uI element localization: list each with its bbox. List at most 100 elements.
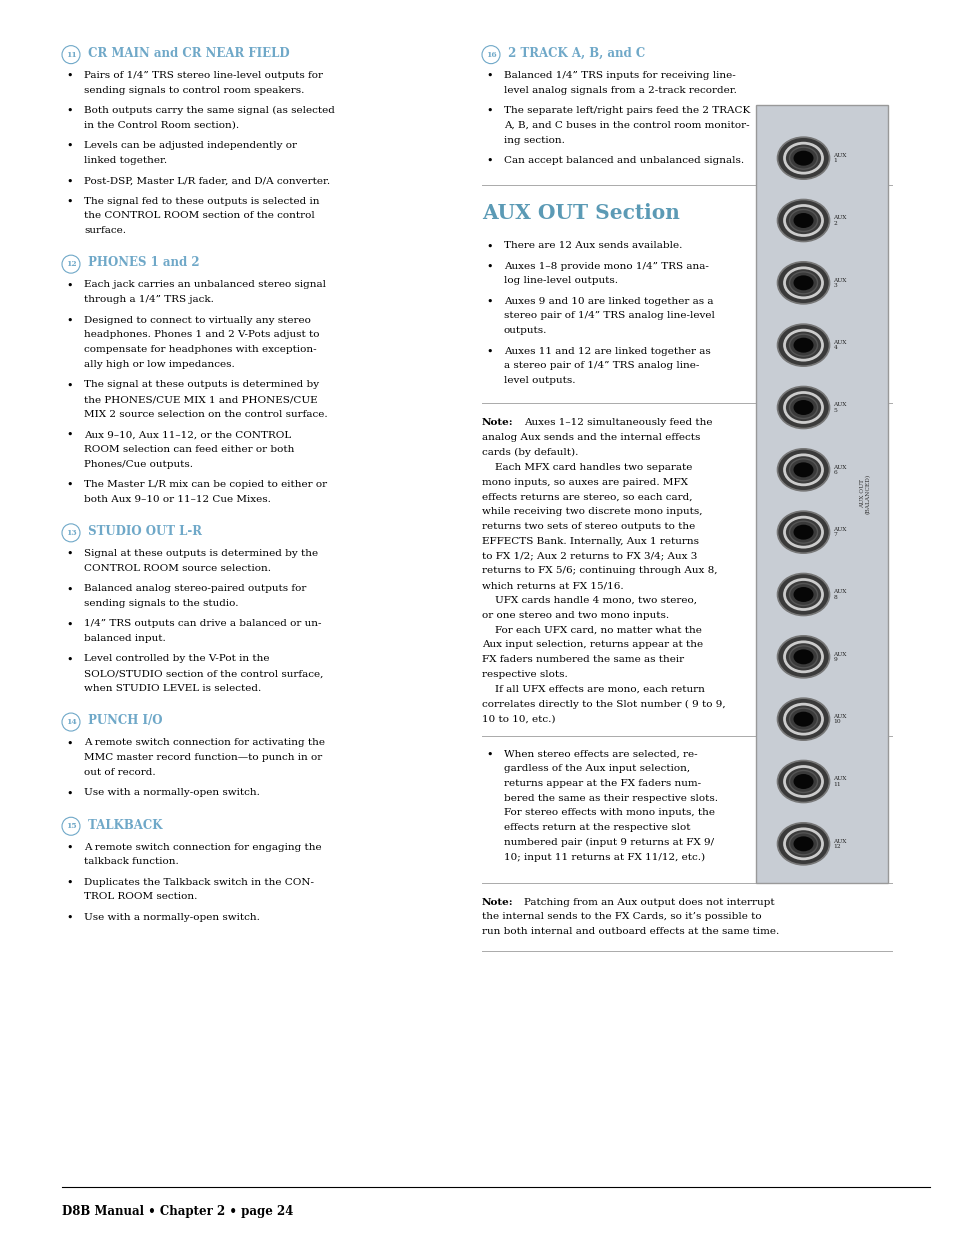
Text: •: • [66, 480, 72, 490]
Text: analog Aux sends and the internal effects: analog Aux sends and the internal effect… [481, 433, 700, 442]
Ellipse shape [777, 823, 829, 864]
Text: effects return at the respective slot: effects return at the respective slot [503, 824, 690, 832]
Text: Auxes 1–12 simultaneously feed the: Auxes 1–12 simultaneously feed the [523, 419, 712, 427]
Text: CR MAIN and CR NEAR FIELD: CR MAIN and CR NEAR FIELD [84, 47, 290, 61]
Text: when STUDIO LEVEL is selected.: when STUDIO LEVEL is selected. [84, 684, 261, 693]
Text: Levels can be adjusted independently or: Levels can be adjusted independently or [84, 141, 296, 151]
Text: The separate left/right pairs feed the 2 TRACK: The separate left/right pairs feed the 2… [503, 106, 749, 115]
Text: out of record.: out of record. [84, 768, 155, 777]
Text: or one stereo and two mono inputs.: or one stereo and two mono inputs. [481, 611, 668, 620]
Text: 10; input 11 returns at FX 11/12, etc.): 10; input 11 returns at FX 11/12, etc.) [503, 853, 704, 862]
Text: correlates directly to the Slot number ( 9 to 9,: correlates directly to the Slot number (… [481, 700, 725, 709]
Ellipse shape [777, 137, 829, 179]
Text: •: • [66, 177, 72, 186]
Text: returns to FX 5/6; continuing through Aux 8,: returns to FX 5/6; continuing through Au… [481, 567, 717, 576]
Ellipse shape [793, 650, 813, 664]
Text: Can accept balanced and unbalanced signals.: Can accept balanced and unbalanced signa… [503, 156, 743, 165]
Text: Level controlled by the V-Pot in the: Level controlled by the V-Pot in the [84, 655, 269, 663]
Text: For stereo effects with mono inputs, the: For stereo effects with mono inputs, the [503, 809, 714, 818]
Text: •: • [66, 141, 72, 151]
Text: AUX
9: AUX 9 [833, 652, 846, 662]
Ellipse shape [793, 774, 813, 789]
Text: For each UFX card, no matter what the: For each UFX card, no matter what the [481, 626, 701, 635]
Text: •: • [66, 842, 72, 852]
Text: •: • [66, 739, 72, 748]
Ellipse shape [777, 262, 829, 304]
Text: •: • [485, 70, 492, 82]
Ellipse shape [793, 337, 813, 353]
Text: Pairs of 1/4” TRS stereo line-level outputs for: Pairs of 1/4” TRS stereo line-level outp… [84, 70, 323, 80]
Text: •: • [66, 620, 72, 630]
Ellipse shape [777, 387, 829, 429]
Text: which returns at FX 15/16.: which returns at FX 15/16. [481, 582, 623, 590]
Ellipse shape [777, 200, 829, 242]
Text: effects returns are stereo, so each card,: effects returns are stereo, so each card… [481, 493, 692, 501]
Text: ally high or low impedances.: ally high or low impedances. [84, 359, 234, 369]
Ellipse shape [777, 698, 829, 740]
Text: AUX
4: AUX 4 [833, 340, 846, 351]
Text: ROOM selection can feed either or both: ROOM selection can feed either or both [84, 445, 294, 454]
Text: AUX
12: AUX 12 [833, 839, 846, 848]
Text: in the Control Room section).: in the Control Room section). [84, 121, 239, 130]
Text: Use with a normally-open switch.: Use with a normally-open switch. [84, 913, 259, 921]
Text: The Master L/R mix can be copied to either or: The Master L/R mix can be copied to eith… [84, 480, 327, 489]
Ellipse shape [777, 324, 829, 366]
Text: TROL ROOM section.: TROL ROOM section. [84, 893, 197, 902]
Text: AUX
7: AUX 7 [833, 527, 846, 537]
Text: 16: 16 [485, 51, 496, 58]
Text: AUX
1: AUX 1 [833, 153, 846, 163]
Text: EFFECTS Bank. Internally, Aux 1 returns: EFFECTS Bank. Internally, Aux 1 returns [481, 537, 699, 546]
Text: There are 12 Aux sends available.: There are 12 Aux sends available. [503, 241, 681, 251]
Text: Both outputs carry the same signal (as selected: Both outputs carry the same signal (as s… [84, 106, 335, 115]
Text: Aux input selection, returns appear at the: Aux input selection, returns appear at t… [481, 641, 702, 650]
Text: •: • [66, 655, 72, 664]
Text: gardless of the Aux input selection,: gardless of the Aux input selection, [503, 764, 689, 773]
Text: mono inputs, so auxes are paired. MFX: mono inputs, so auxes are paired. MFX [481, 478, 687, 487]
Text: AUX
11: AUX 11 [833, 777, 846, 787]
Text: bered the same as their respective slots.: bered the same as their respective slots… [503, 794, 718, 803]
Text: •: • [485, 347, 492, 357]
Text: level outputs.: level outputs. [503, 377, 575, 385]
Text: •: • [66, 380, 72, 390]
Text: compensate for headphones with exception-: compensate for headphones with exception… [84, 346, 316, 354]
Ellipse shape [793, 462, 813, 478]
Text: •: • [66, 316, 72, 326]
Text: A, B, and C buses in the control room monitor-: A, B, and C buses in the control room mo… [503, 121, 749, 130]
Ellipse shape [777, 511, 829, 553]
Text: •: • [66, 584, 72, 594]
Text: AUX
10: AUX 10 [833, 714, 846, 725]
Text: to FX 1/2; Aux 2 returns to FX 3/4; Aux 3: to FX 1/2; Aux 2 returns to FX 3/4; Aux … [481, 552, 697, 561]
Text: returns two sets of stereo outputs to the: returns two sets of stereo outputs to th… [481, 522, 695, 531]
Text: AUX
3: AUX 3 [833, 278, 846, 288]
Text: Each jack carries an unbalanced stereo signal: Each jack carries an unbalanced stereo s… [84, 280, 326, 289]
Text: Signal at these outputs is determined by the: Signal at these outputs is determined by… [84, 550, 317, 558]
Text: •: • [485, 241, 492, 251]
Text: 13: 13 [66, 529, 76, 537]
Text: linked together.: linked together. [84, 156, 167, 165]
Text: balanced input.: balanced input. [84, 635, 166, 643]
Text: 2 TRACK A, B, and C: 2 TRACK A, B, and C [503, 47, 644, 61]
Text: 11: 11 [66, 51, 76, 58]
Text: numbered pair (input 9 returns at FX 9/: numbered pair (input 9 returns at FX 9/ [503, 839, 714, 847]
Ellipse shape [793, 275, 813, 290]
Text: Auxes 1–8 provide mono 1/4” TRS ana-: Auxes 1–8 provide mono 1/4” TRS ana- [503, 262, 708, 270]
Text: run both internal and outboard effects at the same time.: run both internal and outboard effects a… [481, 927, 779, 936]
Text: •: • [66, 550, 72, 559]
Text: the internal sends to the FX Cards, so it’s possible to: the internal sends to the FX Cards, so i… [481, 913, 760, 921]
Ellipse shape [793, 212, 813, 228]
Text: •: • [485, 296, 492, 306]
Text: •: • [66, 196, 72, 206]
Text: •: • [485, 262, 492, 272]
Text: Auxes 11 and 12 are linked together as: Auxes 11 and 12 are linked together as [503, 347, 710, 356]
Ellipse shape [793, 711, 813, 726]
Text: outputs.: outputs. [503, 326, 547, 335]
Text: Each MFX card handles two separate: Each MFX card handles two separate [481, 463, 692, 472]
Text: •: • [66, 280, 72, 290]
Text: Duplicates the Talkback switch in the CON-: Duplicates the Talkback switch in the CO… [84, 878, 314, 887]
Ellipse shape [793, 400, 813, 415]
Text: 12: 12 [66, 261, 76, 268]
Ellipse shape [793, 525, 813, 540]
Text: sending signals to the studio.: sending signals to the studio. [84, 599, 238, 608]
Text: •: • [485, 106, 492, 116]
Ellipse shape [777, 761, 829, 803]
